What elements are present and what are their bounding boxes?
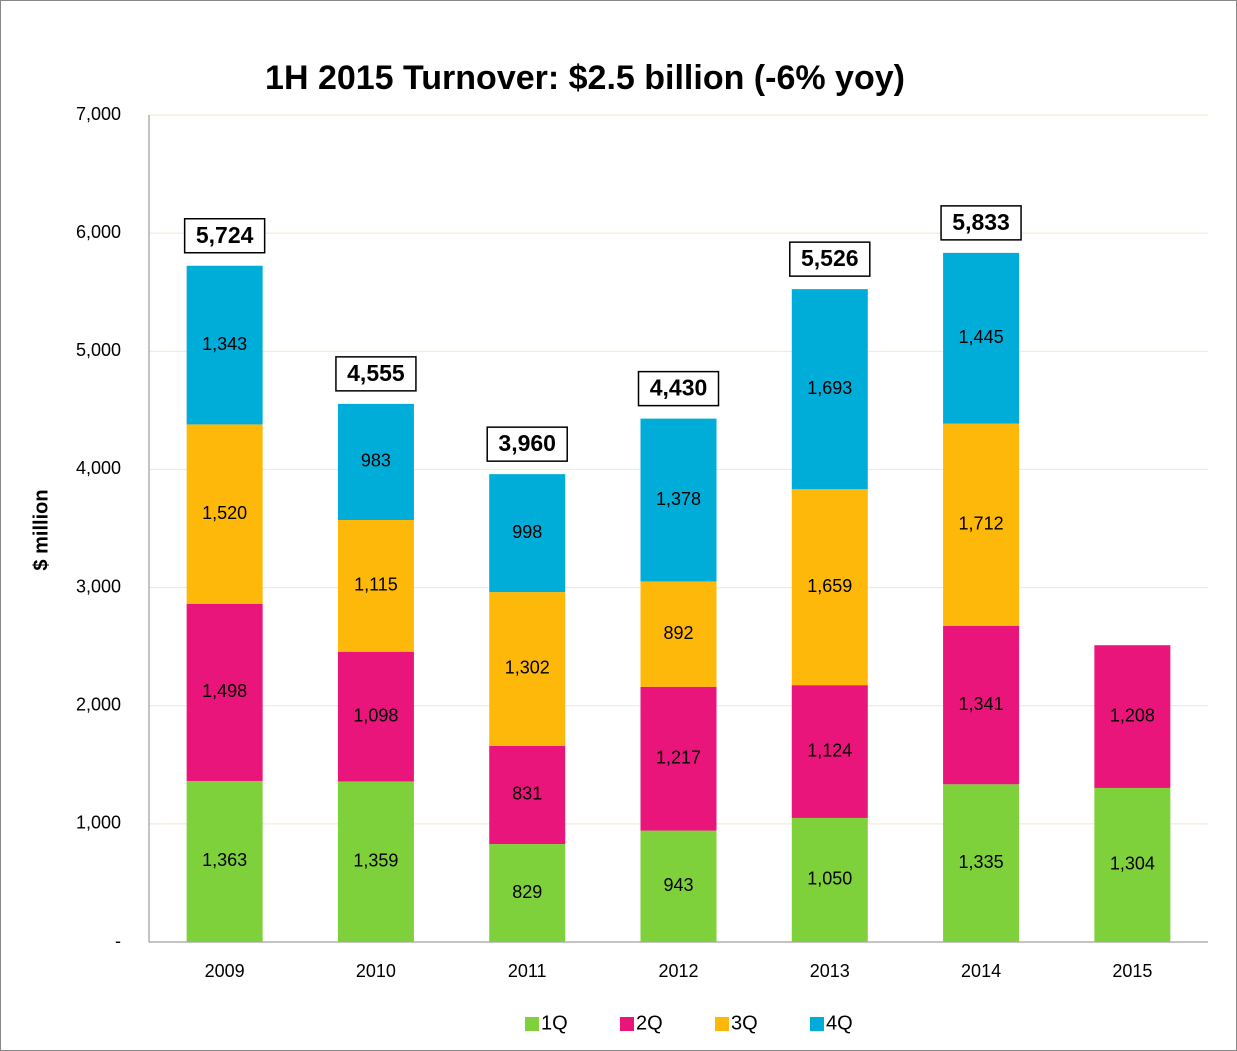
legend-label: 1Q	[541, 1012, 568, 1034]
data-label: 1,098	[353, 705, 398, 725]
total-label: 3,960	[498, 430, 556, 456]
x-tick-label: 2014	[961, 961, 1001, 981]
total-label: 5,526	[801, 245, 859, 271]
bar-segment	[943, 423, 1020, 626]
chart-title: 1H 2015 Turnover: $2.5 billion (-6% yoy)	[265, 59, 905, 97]
bar-segment	[1094, 645, 1171, 788]
total-box	[940, 205, 1022, 241]
legend-swatch	[620, 1017, 634, 1031]
bar-segment	[791, 489, 868, 686]
total-box	[183, 218, 266, 254]
total-label: 4,430	[650, 375, 708, 401]
total-box	[789, 241, 871, 277]
data-label: 983	[361, 451, 391, 471]
data-label: 1,712	[959, 513, 1004, 533]
bar-segment	[791, 289, 868, 490]
bar-segment	[337, 403, 414, 520]
x-tick-label: 2013	[810, 961, 850, 981]
bar-segment	[186, 780, 263, 942]
y-tick-label: 4,000	[76, 458, 121, 478]
total-label: 4,555	[347, 360, 405, 386]
legend-label: 3Q	[731, 1012, 758, 1034]
bar-segment	[1094, 787, 1171, 942]
legend-swatch	[525, 1017, 539, 1031]
legend-swatch	[810, 1017, 824, 1031]
data-label: 1,659	[807, 576, 852, 596]
data-label: 1,335	[959, 852, 1004, 872]
total-box	[335, 356, 417, 392]
bar-segment	[337, 781, 414, 942]
data-label: 1,124	[807, 740, 852, 760]
bar-segment	[943, 625, 1020, 785]
y-tick-label: 3,000	[76, 576, 121, 596]
data-label: 1,359	[353, 850, 398, 870]
data-label: 831	[512, 784, 542, 804]
data-label: 1,363	[202, 850, 247, 870]
data-label: 943	[663, 875, 693, 895]
data-label: 1,445	[959, 327, 1004, 347]
bar-segment	[791, 817, 868, 942]
data-label: 1,520	[202, 503, 247, 523]
legend-label: 2Q	[636, 1012, 663, 1034]
x-tick-label: 2010	[356, 961, 396, 981]
bar-segment	[791, 685, 868, 818]
y-axis-label: $ million	[30, 489, 52, 570]
data-label: 1,050	[807, 869, 852, 889]
data-label: 1,115	[354, 575, 398, 595]
total-box	[486, 426, 568, 462]
y-tick-label: 2,000	[76, 694, 121, 714]
bar-segment	[186, 424, 263, 604]
bar-segment	[489, 474, 566, 593]
y-tick-label: 6,000	[76, 222, 121, 242]
data-label: 1,208	[1110, 705, 1155, 725]
y-tick-label: 1,000	[76, 813, 121, 833]
bar-segment	[186, 265, 263, 425]
legend-label: 4Q	[826, 1012, 853, 1034]
bar-segment	[337, 651, 414, 782]
bar-segment	[489, 745, 566, 845]
data-label: 1,304	[1110, 854, 1155, 874]
data-label: 829	[512, 882, 542, 902]
x-tick-label: 2009	[205, 961, 245, 981]
data-label: 1,343	[202, 334, 247, 354]
data-label: 1,498	[202, 681, 247, 701]
y-tick-label: 5,000	[76, 340, 121, 360]
bar-segment	[640, 418, 717, 582]
data-label: 892	[663, 623, 693, 643]
data-label: 1,302	[505, 658, 550, 678]
bar-segment	[640, 686, 717, 831]
bar-segment	[640, 581, 717, 687]
bar-segment	[186, 603, 263, 781]
total-label: 5,833	[952, 209, 1010, 235]
legend-swatch	[715, 1017, 729, 1031]
bar-segment	[943, 252, 1020, 424]
bar-segment	[489, 592, 566, 746]
x-tick-label: 2012	[658, 961, 698, 981]
total-label: 5,724	[196, 222, 254, 248]
bar-segment	[489, 844, 566, 942]
y-tick-label: -	[115, 931, 121, 951]
bar-segment	[337, 519, 414, 652]
data-label: 1,378	[656, 489, 701, 509]
x-tick-label: 2011	[508, 961, 547, 981]
data-label: 1,693	[807, 378, 852, 398]
data-label: 1,217	[656, 747, 701, 767]
x-tick-label: 2015	[1112, 961, 1152, 981]
total-box	[637, 370, 720, 407]
y-tick-label: 7,000	[76, 104, 121, 124]
bar-segment	[640, 830, 717, 942]
data-label: 998	[512, 522, 542, 542]
bar-segment	[943, 784, 1020, 942]
data-label: 1,341	[959, 694, 1004, 714]
